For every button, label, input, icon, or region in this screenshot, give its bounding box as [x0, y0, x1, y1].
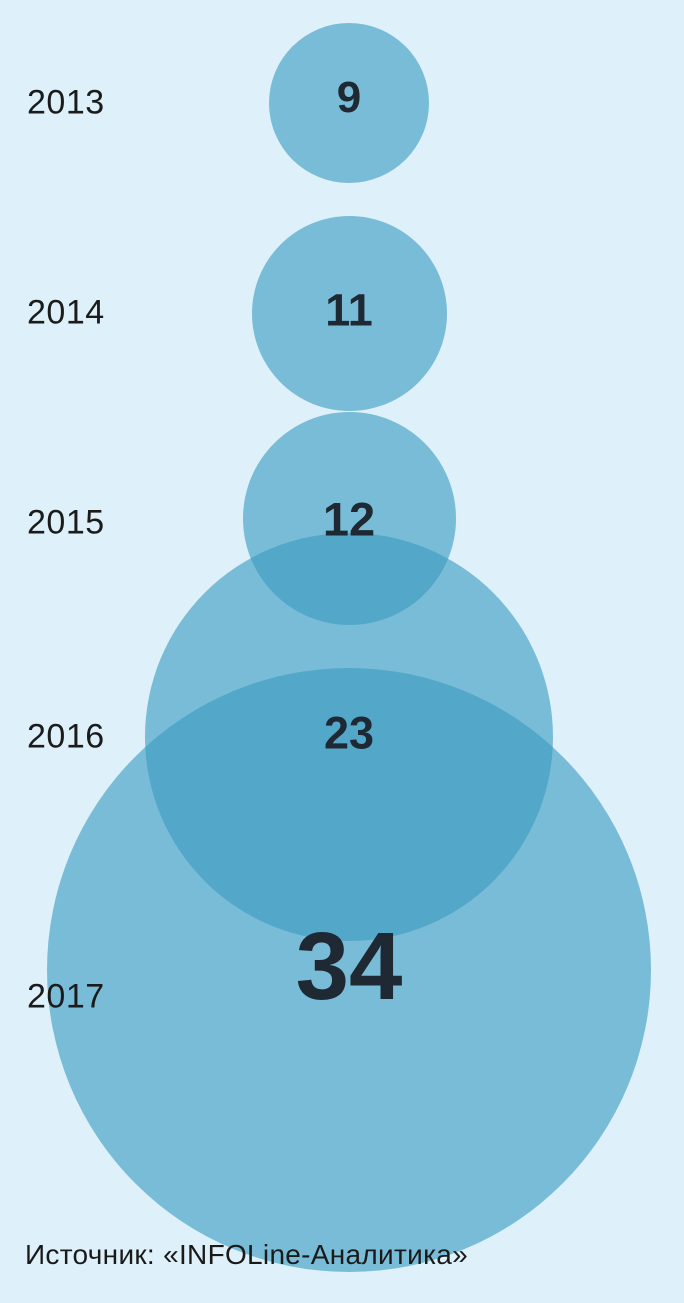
year-label-2013: 2013	[27, 83, 105, 122]
year-label-2015: 2015	[27, 503, 105, 542]
year-label-2014: 2014	[27, 293, 105, 332]
year-label-2016: 2016	[27, 717, 105, 756]
source-caption: Источник: «INFOLine-Аналитика»	[25, 1239, 468, 1270]
bubble-2013	[269, 23, 429, 183]
bubble-2014	[251, 215, 447, 411]
year-label-2017: 2017	[27, 977, 105, 1016]
value-label-2016: 23	[323, 707, 375, 759]
value-label-2014: 11	[325, 284, 373, 336]
value-label-2013: 9	[336, 73, 362, 123]
value-label-2017: 34	[295, 913, 403, 1021]
bubble-2017	[47, 668, 651, 1272]
value-label-2015: 12	[322, 492, 376, 546]
